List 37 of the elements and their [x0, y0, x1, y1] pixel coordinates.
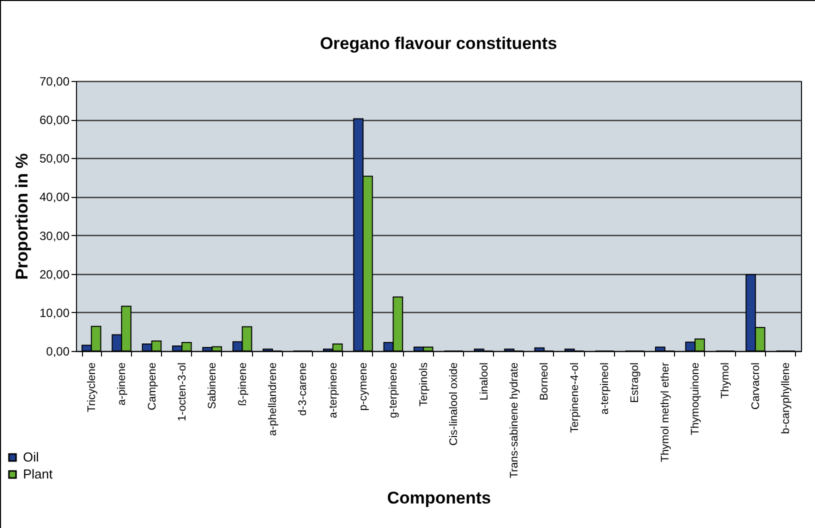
x-tick-label: Carvacrol	[750, 362, 762, 410]
y-tick-label: 30,00	[39, 228, 70, 243]
y-tick-label: 0,00	[46, 344, 70, 358]
x-tick-label: a-terpineol	[599, 362, 612, 414]
x-tick-label: a-terpinene	[327, 362, 340, 418]
x-tick-label: Terpinols	[418, 362, 430, 407]
x-tick-label: ß-pinene	[236, 362, 249, 406]
x-tick-label: Thymol methyl ether	[659, 362, 672, 462]
x-tick-label: Cis-linalool oxide	[448, 362, 460, 446]
legend-label: Oil	[23, 450, 39, 464]
x-tick-label: g-terpinene	[388, 362, 400, 418]
x-tick-label: a-pinene	[116, 362, 128, 406]
x-tick-label: Trans-sabinene hydrate	[508, 362, 520, 478]
x-tick-label: Campene	[146, 362, 158, 410]
x-tick-label: Estragol	[629, 362, 642, 403]
x-tick-label: 1-octen-3-ol	[176, 362, 188, 422]
x-axis-title: Components	[387, 488, 491, 508]
y-tick-label: 40,00	[39, 190, 70, 204]
x-tick-label: Thymol	[720, 362, 732, 399]
y-tick-label: 10,00	[39, 306, 70, 320]
x-tick-label: Tricyclene	[86, 362, 98, 412]
x-tick-label: Terpinene-4-ol	[568, 362, 581, 433]
chart-title: Oregano flavour constituents	[320, 34, 558, 53]
y-tick-label: 20,00	[39, 267, 70, 282]
x-tick-label: d-3-carene	[297, 362, 310, 416]
x-tick-label: b-caryphyllene	[780, 362, 792, 434]
x-tick-label: a-phellandrene	[266, 362, 279, 436]
x-tick-label: Borneol	[538, 362, 551, 400]
x-tick-label: Sabinene	[206, 362, 219, 409]
y-tick-label: 60,00	[39, 113, 70, 128]
x-tick-label: Thymoquinone	[690, 362, 702, 436]
x-tick-label: p-cymene	[358, 362, 370, 411]
x-tick-label: Linalool	[478, 362, 490, 400]
y-tick-label: 70,00	[39, 74, 70, 88]
y-tick-label: 50,00	[39, 152, 70, 166]
y-axis-title: Proportion in %	[12, 153, 32, 280]
legend-label: Plant	[23, 466, 54, 482]
